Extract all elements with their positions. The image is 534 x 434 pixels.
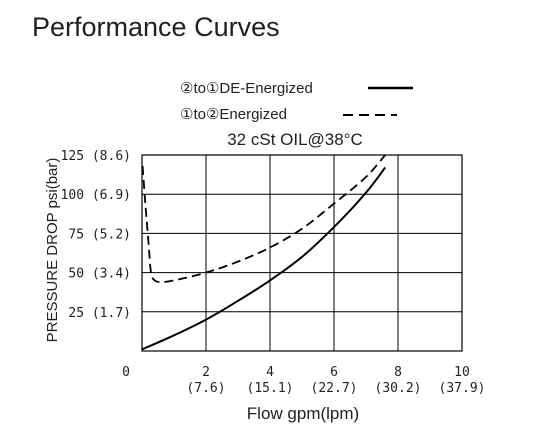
y-tick-label: 25 (1.7) xyxy=(68,306,131,321)
series-line-dashed xyxy=(142,154,386,283)
legend: ②to①DE-Energized ①to②Energized xyxy=(180,80,413,123)
y-tick-label: 75 (5.2) xyxy=(68,227,131,242)
y-tick-label: 100 (6.9) xyxy=(61,188,131,203)
plot-frame xyxy=(141,154,463,352)
page-title: Performance Curves xyxy=(32,12,280,42)
x-tick-sublabel: (30.2) xyxy=(375,381,422,396)
x-tick-sublabel: (37.9) xyxy=(439,381,486,396)
legend-label-dashed: ①to②Energized xyxy=(180,106,287,123)
series-line-solid xyxy=(142,166,386,351)
x-tick-sublabel: (15.1) xyxy=(247,381,294,396)
curves xyxy=(142,154,386,351)
x-tick-label: 10 xyxy=(454,365,470,380)
x-tick-label: 2 xyxy=(202,365,210,380)
y-tick-label: 50 (3.4) xyxy=(68,267,131,282)
grid xyxy=(142,155,462,351)
x-tick-label: 8 xyxy=(394,365,402,380)
x-tick-label: 6 xyxy=(330,365,338,380)
x-tick-label: 4 xyxy=(266,365,274,380)
x-tick-label: 0 xyxy=(122,365,130,380)
x-tick-labels: 0 2(7.6) 4(15.1) 6(22.7) 8(30.2) 10(37.9) xyxy=(122,365,485,396)
x-tick-sublabel: (22.7) xyxy=(311,381,358,396)
y-tick-label: 125 (8.6) xyxy=(61,149,131,164)
legend-label-solid: ②to①DE-Energized xyxy=(180,80,313,97)
x-tick-sublabel: (7.6) xyxy=(186,381,225,396)
y-axis-label: PRESSURE DROP psi(bar) xyxy=(44,158,61,343)
x-axis-label: Flow gpm(lpm) xyxy=(247,404,359,423)
chart-subtitle: 32 cSt OIL@38°C xyxy=(227,130,363,149)
y-tick-labels: 25 (1.7) 50 (3.4) 75 (5.2) 100 (6.9) 125 (8.… xyxy=(61,149,131,321)
